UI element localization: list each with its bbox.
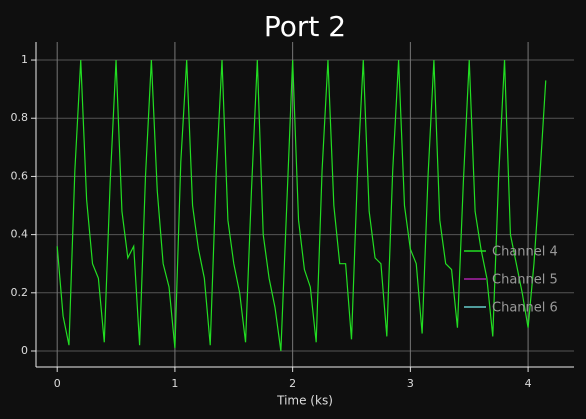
- x-tick-label: 1: [171, 377, 178, 390]
- x-tick-label: 2: [289, 377, 296, 390]
- legend-label: Channel 5: [492, 273, 558, 288]
- legend-label: Channel 6: [492, 301, 558, 316]
- x-tick-label: 0: [54, 377, 61, 390]
- chart-title: Port 2: [264, 10, 346, 43]
- legend-label: Channel 4: [492, 245, 558, 260]
- y-tick-label: 0.4: [11, 228, 29, 241]
- x-tick-label: 4: [525, 377, 532, 390]
- y-tick-label: 0: [21, 344, 28, 357]
- y-tick-label: 0.2: [11, 286, 29, 299]
- data-line: [56, 60, 547, 352]
- x-axis-label: Time (ks): [276, 394, 333, 408]
- y-tick-label: 0.6: [11, 169, 29, 182]
- y-tick-label: 0.8: [11, 111, 29, 124]
- y-tick-label: 1: [21, 53, 28, 66]
- x-tick-label: 3: [407, 377, 414, 390]
